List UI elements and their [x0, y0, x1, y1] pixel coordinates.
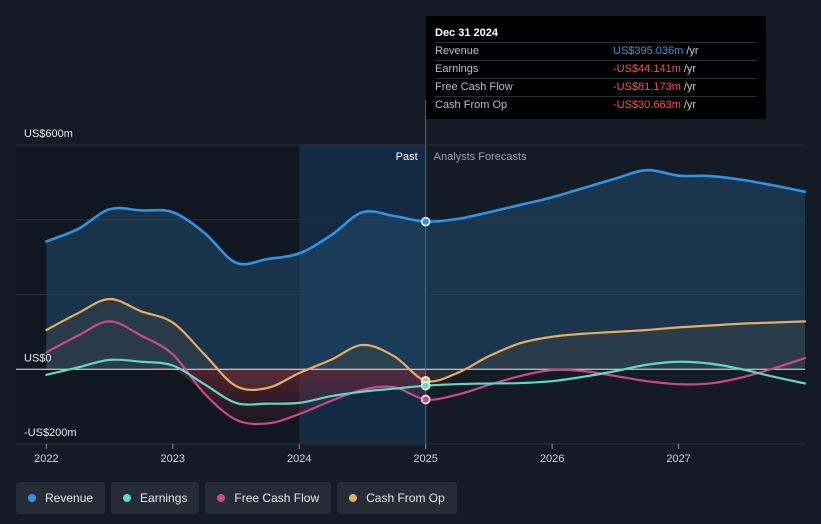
tooltip-row: Cash From Op -US$30.663m/yr: [435, 96, 757, 114]
legend-dot-icon: [349, 494, 358, 502]
tooltip-row-unit: /yr: [683, 63, 697, 75]
x-tick-label: 2025: [413, 453, 437, 465]
tooltip-row-unit: /yr: [683, 81, 697, 93]
x-tick-label: 2023: [161, 453, 185, 465]
data-tooltip: Dec 31 2024 Revenue US$395.036m/yr Earning…: [426, 16, 766, 119]
hover-markers: [420, 216, 431, 405]
y-axis-labels: US$600m US$0 -US$200m: [24, 128, 77, 439]
area-negative-shading: [46, 367, 426, 424]
tooltip-row-value: -US$44.141m: [613, 63, 681, 75]
marker-free-cash-flow: [420, 394, 431, 405]
past-label: Past: [396, 151, 418, 163]
tooltip-row-unit: /yr: [683, 99, 697, 111]
tooltip-row: Free Cash Flow -US$81.173m/yr: [435, 78, 757, 96]
forecast-label: Analysts Forecasts: [434, 151, 527, 163]
x-tick-label: 2024: [287, 453, 311, 465]
x-axis-labels: 2022 2023 2024 2025 2026 2027: [34, 444, 691, 465]
tooltip-row-value: -US$30.663m: [613, 99, 681, 111]
legend-item-cash-from-op[interactable]: Cash From Op: [337, 482, 457, 514]
legend-label: Cash From Op: [366, 491, 445, 505]
tooltip-row-unit: /yr: [686, 45, 699, 57]
tooltip-row-name: Cash From Op: [435, 99, 508, 111]
legend-label: Earnings: [140, 491, 188, 505]
tooltip-row-name: Earnings: [435, 63, 479, 75]
x-tick-label: 2026: [540, 453, 564, 465]
tooltip-row-value: -US$81.173m: [613, 81, 681, 93]
x-tick-label: 2022: [34, 453, 58, 465]
y-tick-label: US$0: [24, 352, 52, 364]
tooltip-row-name: Revenue: [435, 45, 480, 57]
y-tick-label: US$600m: [24, 128, 73, 140]
y-tick-label: -US$200m: [24, 427, 77, 439]
legend-label: Revenue: [45, 491, 94, 505]
tooltip-row-value: US$395.036m: [613, 45, 684, 57]
tooltip-row: Earnings -US$44.141m/yr: [435, 60, 757, 78]
tooltip-row: Revenue US$395.036m/yr: [435, 42, 757, 60]
area-cash-from-op: [46, 298, 806, 390]
legend-dot-icon: [217, 494, 226, 502]
legend-dot-icon: [123, 494, 132, 502]
chart-legend: Revenue Earnings Free Cash Flow Cash From O…: [16, 482, 457, 516]
marker-revenue: [420, 216, 431, 227]
legend-item-earnings[interactable]: Earnings: [111, 482, 200, 514]
legend-item-revenue[interactable]: Revenue: [16, 482, 106, 514]
tooltip-row-name: Free Cash Flow: [435, 81, 513, 93]
financial-chart: US$600m US$0 -US$200m 2022 2023 2024 2025 2026…: [16, 100, 807, 465]
x-tick-label: 2027: [666, 453, 690, 465]
tooltip-date: Dec 31 2024: [435, 27, 498, 39]
legend-label: Free Cash Flow: [234, 491, 320, 505]
legend-item-free-cash-flow[interactable]: Free Cash Flow: [205, 482, 332, 514]
legend-dot-icon: [28, 494, 36, 502]
marker-earnings: [420, 380, 431, 391]
